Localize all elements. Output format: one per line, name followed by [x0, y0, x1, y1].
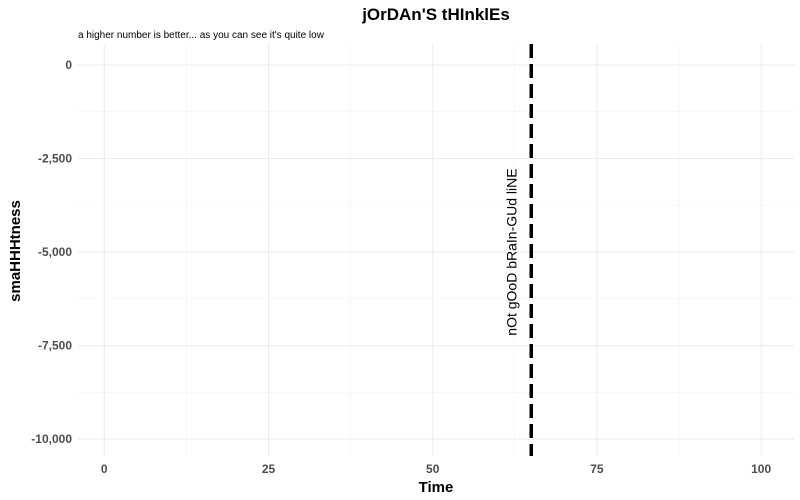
x-axis-title: Time [419, 479, 454, 496]
chart-subtitle: a higher number is better... as you can … [78, 30, 325, 41]
y-axis-ticks: 0 -2,500 -5,000 -7,500 -10,000 [31, 58, 72, 446]
x-tick-label: 75 [590, 462, 604, 476]
reference-line-label: nOt gOoD bRaIn-GUd liNE [504, 168, 520, 335]
x-tick-label: 50 [426, 462, 440, 476]
y-tick-label: -10,000 [31, 432, 72, 446]
x-tick-label: 25 [262, 462, 276, 476]
y-axis-title: smaHHHtness [7, 200, 24, 302]
y-tick-label: -7,500 [38, 339, 72, 353]
x-tick-label: 0 [101, 462, 108, 476]
x-tick-label: 100 [751, 462, 771, 476]
y-tick-label: -2,500 [38, 152, 72, 166]
major-gridlines [78, 44, 794, 456]
plot-area: nOt gOoD bRaIn-GUd liNE [78, 44, 794, 456]
x-axis-ticks: 0 25 50 75 100 [101, 462, 772, 476]
y-tick-label: -5,000 [38, 245, 72, 259]
annotations: nOt gOoD bRaIn-GUd liNE [504, 168, 520, 335]
chart-title: jOrDAn'S tHInklEs [361, 5, 510, 24]
y-tick-label: 0 [65, 58, 72, 72]
minor-gridlines [78, 44, 794, 456]
